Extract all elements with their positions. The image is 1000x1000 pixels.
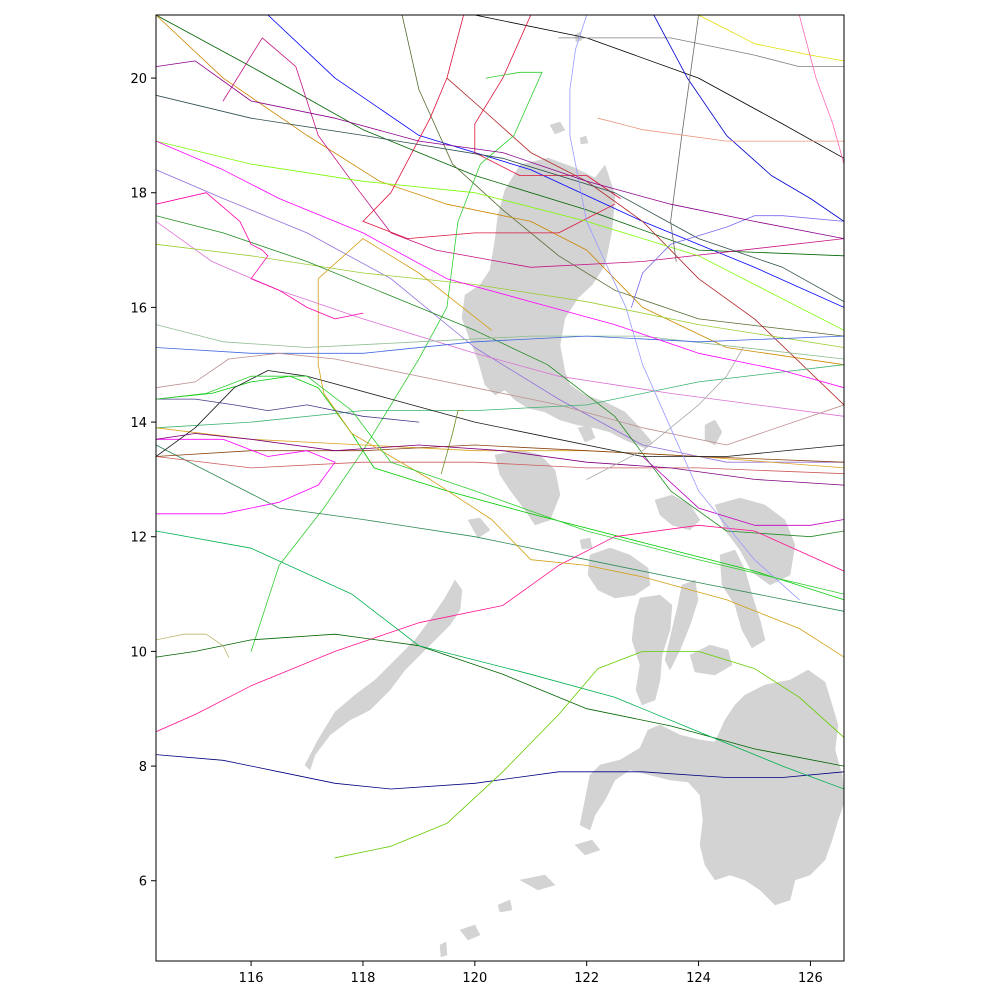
storm-track-5 bbox=[653, 15, 844, 222]
storm-track-23 bbox=[156, 364, 844, 429]
storm-track-18 bbox=[156, 243, 844, 348]
y-tick-label: 10 bbox=[130, 645, 147, 660]
storm-track-42 bbox=[631, 215, 844, 308]
cebu-island bbox=[664, 579, 699, 671]
bohol-island bbox=[689, 644, 733, 676]
storm-track-34 bbox=[156, 754, 844, 790]
storm-track-17 bbox=[156, 221, 844, 417]
marinduque-island bbox=[577, 424, 596, 443]
storm-track-50 bbox=[156, 140, 844, 389]
storm-track-51 bbox=[156, 60, 844, 239]
plot-area bbox=[156, 15, 844, 958]
storm-track-32 bbox=[642, 456, 844, 526]
storm-track-2 bbox=[558, 37, 844, 67]
storm-track-3 bbox=[698, 15, 844, 62]
y-tick-label: 6 bbox=[139, 875, 147, 890]
y-axis: 6 8 10 12 14 16 18 20 bbox=[130, 72, 156, 890]
masbate-island bbox=[654, 494, 701, 531]
storm-track-13 bbox=[250, 71, 543, 652]
storm-track-8 bbox=[156, 15, 844, 366]
axes-frame bbox=[155, 14, 845, 962]
palawan-island bbox=[304, 579, 463, 771]
storm-track-44 bbox=[586, 347, 744, 480]
x-axis: 116 118 120 122 124 126 bbox=[239, 961, 823, 986]
storm-track-37 bbox=[156, 633, 230, 658]
storm-track-38 bbox=[156, 530, 844, 790]
storm-track-47 bbox=[597, 117, 844, 142]
philippines-landmass bbox=[304, 31, 844, 958]
storm-tracks bbox=[156, 15, 844, 859]
storm-track-48 bbox=[156, 192, 364, 320]
x-tick-label: 118 bbox=[351, 971, 376, 986]
storm-track-31 bbox=[156, 433, 844, 486]
storm-track-1 bbox=[474, 15, 844, 159]
storm-track-19 bbox=[156, 215, 844, 538]
storm-track-4 bbox=[267, 15, 844, 308]
storm-track-25 bbox=[156, 444, 844, 612]
y-tick-label: 8 bbox=[139, 760, 147, 775]
leyte-island bbox=[719, 549, 766, 649]
storm-track-45 bbox=[670, 15, 699, 262]
storm-track-30 bbox=[156, 370, 844, 457]
storm-track-28 bbox=[156, 456, 844, 475]
storm-track-36 bbox=[334, 651, 844, 859]
panay-island bbox=[587, 547, 651, 599]
storm-track-39 bbox=[317, 238, 844, 658]
samar-island bbox=[714, 497, 796, 586]
storm-track-10 bbox=[446, 77, 844, 406]
storm-track-49 bbox=[156, 375, 844, 595]
storm-track-6 bbox=[156, 15, 844, 257]
y-tick-label: 18 bbox=[130, 187, 147, 202]
babuyan-islands bbox=[549, 31, 589, 145]
x-tick-label: 122 bbox=[574, 971, 599, 986]
storm-track-29 bbox=[156, 438, 336, 515]
storm-track-12 bbox=[362, 15, 616, 239]
storm-track-11 bbox=[474, 15, 621, 199]
mindanao-island bbox=[579, 669, 844, 906]
storm-track-46 bbox=[798, 15, 844, 165]
x-tick-label: 116 bbox=[239, 971, 264, 986]
mindoro-island bbox=[494, 449, 561, 526]
x-tick-label: 124 bbox=[686, 971, 711, 986]
x-tick-label: 120 bbox=[462, 971, 487, 986]
y-tick-label: 16 bbox=[130, 301, 147, 316]
y-tick-label: 20 bbox=[130, 72, 147, 87]
storm-track-21 bbox=[156, 335, 844, 354]
storm-track-14 bbox=[156, 140, 844, 331]
storm-track-20 bbox=[156, 324, 844, 360]
luzon-island bbox=[461, 157, 653, 449]
storm-track-40 bbox=[156, 398, 420, 423]
storm-track-43 bbox=[569, 15, 800, 601]
storm-track-33 bbox=[156, 524, 844, 733]
x-tick-label: 126 bbox=[798, 971, 823, 986]
catanduanes-island bbox=[704, 419, 723, 446]
negros-island bbox=[631, 594, 673, 706]
y-tick-label: 12 bbox=[130, 531, 147, 546]
storm-track-9 bbox=[222, 37, 844, 268]
storm-track-15 bbox=[156, 94, 844, 303]
y-tick-label: 14 bbox=[130, 416, 147, 431]
sulu-archipelago bbox=[439, 839, 601, 958]
storm-track-22 bbox=[156, 352, 844, 446]
storm-track-41 bbox=[440, 410, 464, 475]
